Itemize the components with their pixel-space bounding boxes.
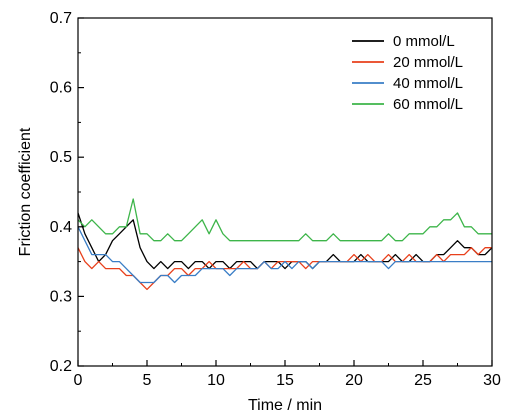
series-layer xyxy=(78,198,492,291)
y-tick-label: 0.2 xyxy=(50,358,72,375)
x-tick-label: 20 xyxy=(345,372,363,389)
legend: 0 mmol/L 20 mmol/L 40 mmol/L 60 mmol/L xyxy=(352,33,463,113)
y-tick-label: 0.3 xyxy=(50,288,72,305)
legend-label-3: 60 mmol/L xyxy=(393,96,463,113)
x-tick-label: 10 xyxy=(207,372,225,389)
y-tick-label: 0.6 xyxy=(50,80,72,97)
series-line-2 xyxy=(78,226,492,284)
x-tick-label: 5 xyxy=(143,372,152,389)
y-tick-label: 0.7 xyxy=(50,10,72,27)
x-tick-label: 25 xyxy=(414,372,432,389)
legend-label-0: 0 mmol/L xyxy=(393,33,455,50)
x-axis-title: Time / min xyxy=(248,397,322,414)
ticks-layer: 0 5 10 15 20 25 30 0.2 0.3 0.4 0.5 0.6 0.7 xyxy=(50,10,501,389)
x-tick-label: 0 xyxy=(74,372,83,389)
legend-label-1: 20 mmol/L xyxy=(393,54,463,71)
x-tick-label: 15 xyxy=(276,372,294,389)
series-line-3 xyxy=(78,198,492,242)
x-tick-label: 30 xyxy=(483,372,501,389)
y-tick-label: 0.5 xyxy=(50,149,72,166)
y-tick-label: 0.4 xyxy=(50,219,72,236)
y-axis-title: Friction coefficient xyxy=(17,127,34,256)
legend-label-2: 40 mmol/L xyxy=(393,75,463,92)
